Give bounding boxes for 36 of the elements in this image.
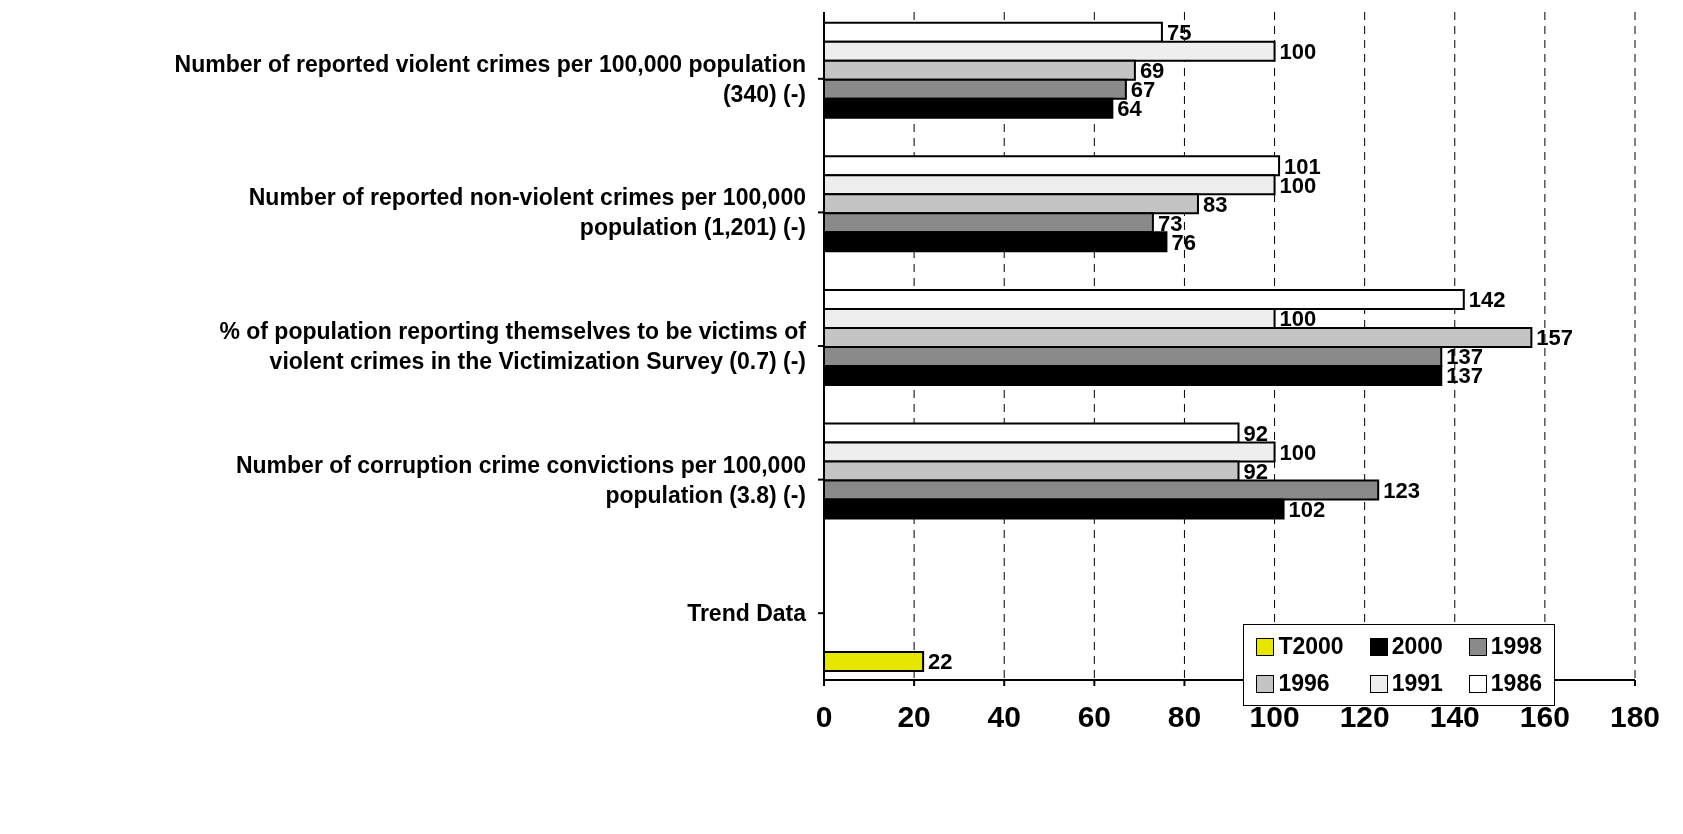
data-label: 102 (1288, 496, 1326, 522)
data-label: 83 (1202, 191, 1228, 217)
y-tick-label: Number of reported non-violent crimes per 100,000 population (1,201) (-) (248, 184, 806, 241)
data-label: 100 (1279, 306, 1317, 332)
data-label: 142 (1468, 287, 1506, 313)
x-tick-label: 140 (1429, 700, 1480, 734)
data-label: 123 (1383, 477, 1420, 503)
x-tick-label: 180 (1609, 700, 1661, 734)
legend-label: 1991 (1391, 670, 1443, 697)
data-label: 100 (1279, 439, 1317, 465)
y-tick-label: Number of reported violent crimes per 100,000 population (340) (-) (174, 50, 806, 107)
data-label: 75 (1166, 20, 1192, 45)
x-tick-label: 120 (1339, 700, 1390, 734)
x-tick-label: 80 (1167, 700, 1202, 734)
data-label: 22 (928, 649, 953, 675)
x-tick-label: 20 (897, 700, 931, 734)
legend-label: 1996 (1278, 670, 1330, 697)
legend-label: 1986 (1490, 670, 1542, 697)
legend-label: T2000 (1278, 633, 1344, 660)
data-label: 92 (1243, 458, 1268, 484)
x-tick-label: 60 (1077, 700, 1112, 734)
data-label: 100 (1279, 39, 1317, 64)
data-label: 92 (1243, 420, 1268, 446)
data-label: 157 (1536, 325, 1574, 351)
y-tick-label: Number of corruption crime convictions per 100,000 population (3.8) (-) (235, 451, 806, 508)
data-label: 137 (1446, 363, 1483, 389)
x-tick-label: 160 (1519, 700, 1570, 734)
x-tick-label: 0 (815, 700, 833, 734)
data-label: 73 (1157, 210, 1183, 236)
y-tick-label: Trend Data (687, 600, 807, 627)
x-tick-label: 100 (1249, 700, 1300, 734)
legend-label: 1998 (1490, 633, 1542, 660)
data-label: 101 (1284, 153, 1321, 179)
x-tick-label: 40 (987, 700, 1021, 734)
y-tick-label: % of population reporting themselves to be victims of violent crimes in the Victimization Survey (0.7) (-) (219, 318, 807, 374)
legend-label: 2000 (1391, 633, 1443, 660)
